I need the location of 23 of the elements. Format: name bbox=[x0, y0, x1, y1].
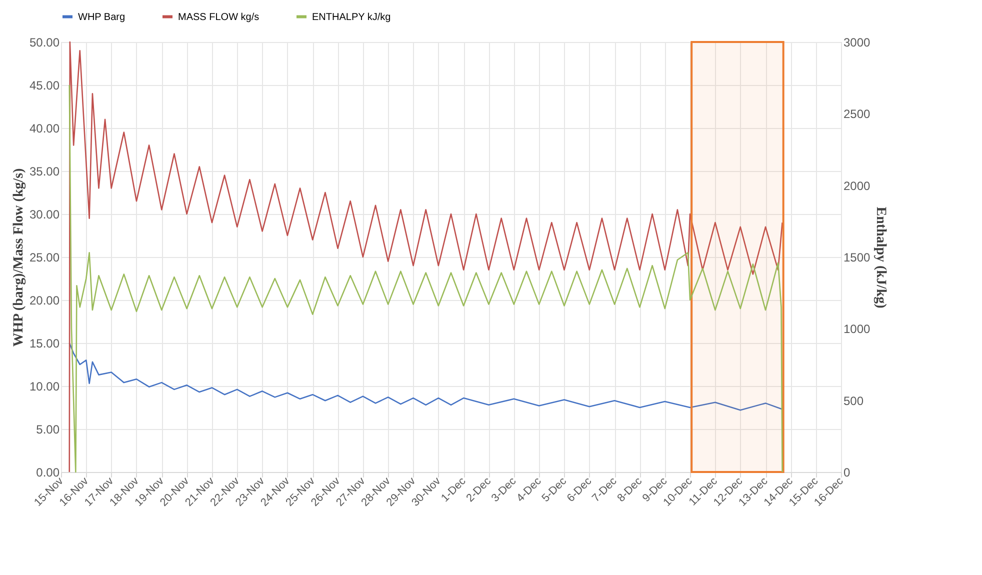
y-tick-label: 10.00 bbox=[29, 380, 60, 394]
y-axis-title: WHP (barg)/Mass Flow (kg/s) bbox=[11, 168, 26, 347]
y2-tick-label: 1500 bbox=[844, 250, 871, 264]
y-tick-label: 45.00 bbox=[29, 78, 60, 92]
y2-tick-label: 2000 bbox=[844, 178, 871, 193]
y-tick-label: 35.00 bbox=[29, 164, 60, 178]
y2-tick-label: 2500 bbox=[844, 107, 871, 122]
y-tick-label: 30.00 bbox=[29, 208, 60, 222]
y-tick-label: 5.00 bbox=[36, 422, 60, 436]
legend-label: WHP Barg bbox=[78, 12, 126, 23]
y-tick-label: 15.00 bbox=[29, 336, 60, 350]
y-tick-label: 50.00 bbox=[29, 36, 60, 50]
y2-tick-label: 0 bbox=[844, 466, 850, 480]
y2-tick-label: 1000 bbox=[844, 322, 871, 336]
legend-label: ENTHALPY kJ/kg bbox=[312, 12, 391, 23]
y2-tick-label: 500 bbox=[844, 394, 864, 408]
legend-label: MASS FLOW kg/s bbox=[178, 12, 260, 23]
y2-tick-label: 3000 bbox=[844, 36, 871, 50]
y-tick-label: 40.00 bbox=[29, 122, 60, 136]
y-tick-label: 20.00 bbox=[29, 294, 60, 308]
y-tick-label: 0.00 bbox=[36, 466, 60, 480]
y2-axis-title: Enthalpy (kJ/kg) bbox=[873, 206, 888, 309]
y-tick-label: 25.00 bbox=[29, 250, 60, 264]
